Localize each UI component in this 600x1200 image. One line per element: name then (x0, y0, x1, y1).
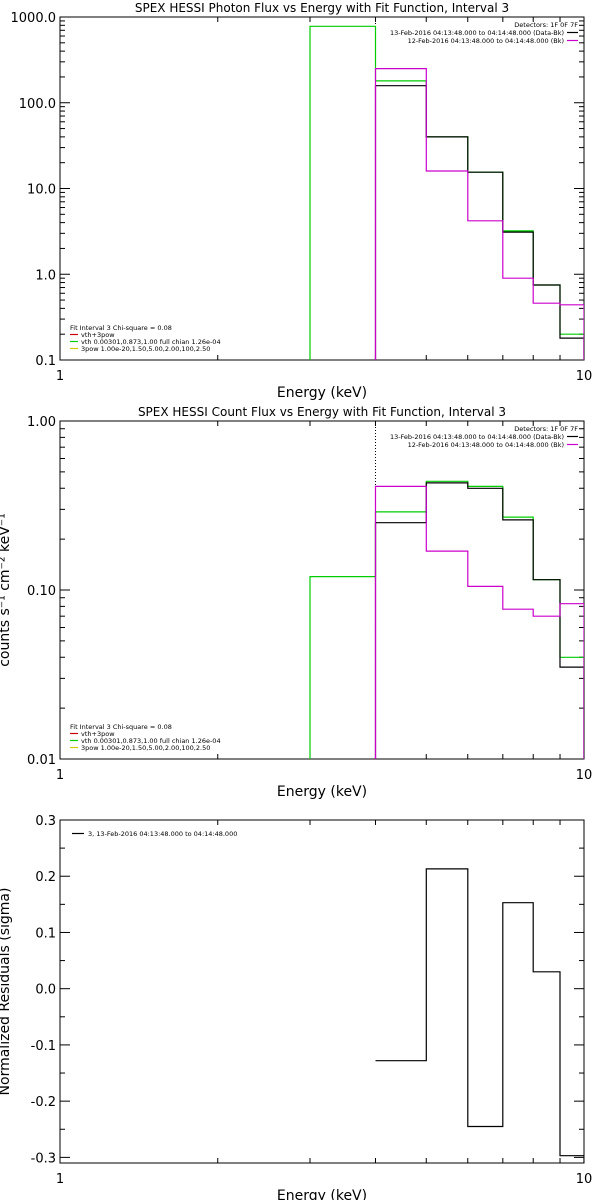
chart-panel-3: 1 10 0.3 0.2 0.1 0.0 -0.1 -0.2 -0.3 Energy (keV) N… (0, 814, 592, 1200)
y-tick-label: -0.2 (31, 1095, 56, 1110)
y-tick-label: 0.3 (35, 814, 56, 829)
legend-header: Fit Interval 3 Chi-square = 0.08 (70, 324, 172, 332)
x-tick-label: 1 (56, 369, 64, 384)
legend-entry: 13-Feb-2016 04:13:48.000 to 04:14:48.000… (390, 433, 564, 441)
x-tick-label: 1 (56, 1172, 64, 1187)
x-axis-label: Energy (keV) (277, 385, 367, 401)
x-axis-label: Energy (keV) (277, 784, 367, 800)
y-tick-label: -0.1 (31, 1039, 56, 1054)
series-group (309, 17, 584, 360)
legend-entry: vth+3pow (81, 730, 115, 738)
legend-entry: vth+3pow (81, 331, 115, 339)
legend-entry: 3, 13-Feb-2016 04:13:48.000 to 04:14:48.… (88, 830, 237, 838)
chart-panel-1: SPEX HESSI Photon Flux vs Energy with Fi… (11, 1, 593, 401)
legend-header: Detectors: 1F 0F 7F (514, 425, 578, 433)
x-tick-label: 1 (56, 768, 64, 783)
y-tick-label: 100.0 (19, 97, 56, 112)
y-tick-label: 1000.0 (11, 11, 57, 26)
plot-frame (59, 819, 585, 1164)
series-line-1 (375, 868, 584, 1163)
y-tick-label: 0.2 (35, 870, 56, 885)
series-group (375, 868, 584, 1163)
y-tick-label: 0.1 (35, 354, 56, 369)
y-tick-label: 0.10 (27, 584, 56, 599)
y-tick-label: 0.0 (35, 983, 56, 998)
x-tick-label: 10 (576, 369, 593, 384)
y-tick-label: 10.0 (27, 183, 56, 198)
y-tick-label: 1.00 (27, 415, 56, 430)
y-tick-label: 0.1 (35, 926, 56, 941)
y-tick-label: -0.3 (31, 1151, 56, 1166)
y-tick-label: 1.0 (35, 268, 56, 283)
legend-header: Fit Interval 3 Chi-square = 0.08 (70, 723, 172, 731)
legend-entry: 12-Feb-2016 04:13:48.000 to 04:14:48.000… (408, 441, 564, 449)
series-line-3 (374, 68, 584, 360)
legend-entry: 12-Feb-2016 04:13:48.000 to 04:14:48.000… (408, 37, 564, 45)
series-line-3 (374, 485, 584, 759)
legend-entry: vth 0.00301,0.873,1.00 full chian 1.26e-… (81, 737, 221, 745)
legend-entry: 3pow 1.00e-20,1.50,5.00,2.00,100,2.50 (81, 744, 210, 752)
x-tick-label: 10 (576, 768, 593, 783)
legend-entry: 13-Feb-2016 04:13:48.000 to 04:14:48.000… (390, 29, 564, 37)
series-group (309, 421, 584, 759)
legend-entry: vth 0.00301,0.873,1.00 full chian 1.26e-… (81, 338, 221, 346)
legend-header: Detectors: 1F 0F 7F (514, 21, 578, 29)
chart-title: SPEX HESSI Photon Flux vs Energy with Fi… (135, 1, 509, 15)
y-axis-label: counts s⁻¹ cm⁻² keV⁻¹ (0, 513, 13, 667)
chart-panel-2: SPEX HESSI Count Flux vs Energy with Fit… (0, 405, 593, 800)
chart-title: SPEX HESSI Count Flux vs Energy with Fit… (138, 405, 506, 419)
x-tick-label: 10 (576, 1172, 593, 1187)
y-tick-label: 0.01 (27, 753, 56, 768)
y-axis-label: Normalized Residuals (sigma) (0, 888, 13, 1096)
legend-entry: 3pow 1.00e-20,1.50,5.00,2.00,100,2.50 (81, 345, 210, 353)
x-axis-label: Energy (keV) (277, 1188, 367, 1200)
